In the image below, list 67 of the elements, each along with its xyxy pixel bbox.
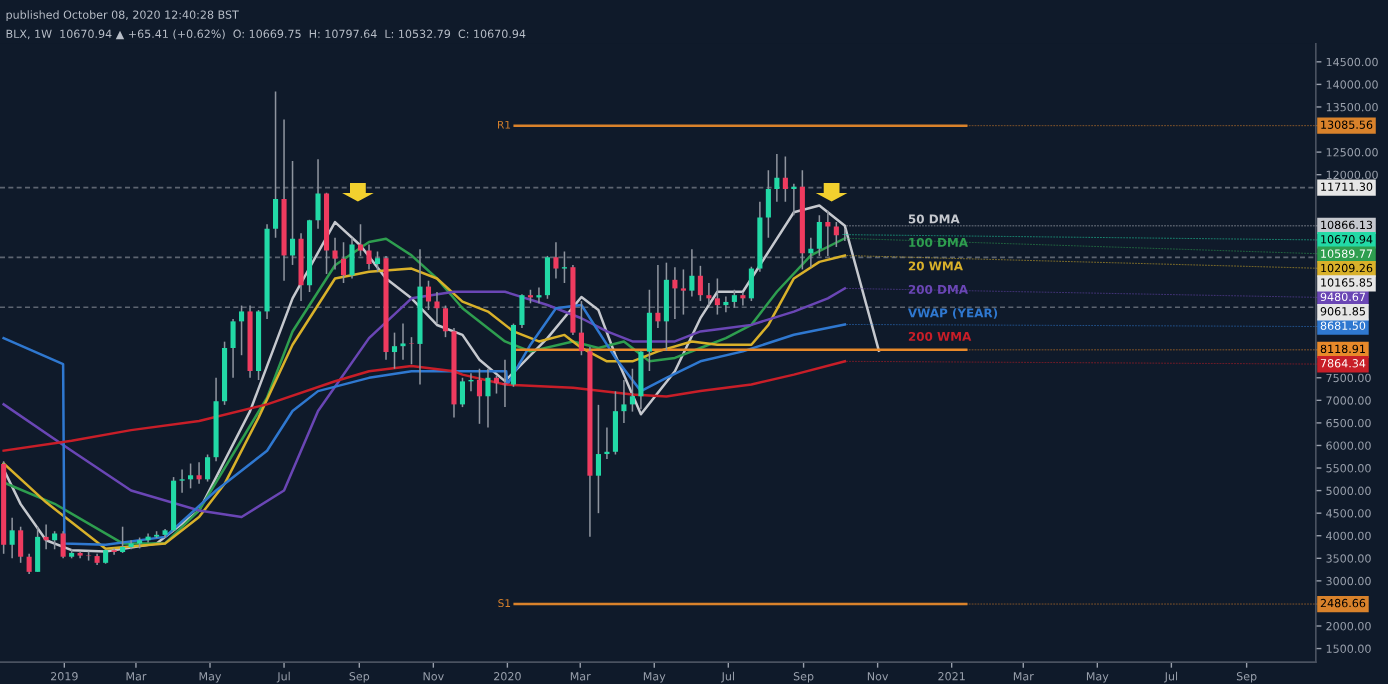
line-series xyxy=(2,204,881,553)
candlestick xyxy=(476,367,483,425)
candlestick xyxy=(536,286,542,305)
candlestick xyxy=(434,291,440,325)
candlestick xyxy=(52,530,58,551)
candlestick xyxy=(425,279,432,311)
candlestick xyxy=(188,462,194,490)
candlestick xyxy=(205,453,211,483)
candlestick xyxy=(35,525,41,573)
candlestick xyxy=(774,153,780,203)
candlestick xyxy=(689,248,695,298)
candlestick xyxy=(544,255,550,300)
candlestick xyxy=(621,379,627,424)
candlestick xyxy=(442,304,449,338)
candlestick xyxy=(833,221,839,248)
line-series xyxy=(2,303,847,547)
candlestick xyxy=(18,525,24,564)
candlestick xyxy=(731,288,737,309)
candlestick xyxy=(672,266,678,320)
candlestick xyxy=(748,265,754,302)
candlestick xyxy=(298,232,304,302)
candlestick xyxy=(782,155,788,203)
candlestick xyxy=(340,241,347,284)
candlestick xyxy=(842,228,848,242)
candlestick xyxy=(239,304,245,356)
candlestick xyxy=(706,282,712,307)
candlestick xyxy=(714,277,720,316)
candlestick xyxy=(561,250,567,284)
candlestick xyxy=(459,377,466,408)
line-series xyxy=(2,360,847,452)
candlestick xyxy=(9,516,15,560)
candlestick xyxy=(289,160,296,266)
candlestick xyxy=(680,268,686,316)
candlestick xyxy=(485,367,491,429)
candlestick xyxy=(765,169,771,239)
candlestick xyxy=(740,291,746,307)
candlestick xyxy=(519,293,525,329)
candlestick xyxy=(26,553,32,575)
candlestick xyxy=(663,261,669,352)
candlestick xyxy=(366,243,372,271)
candlestick xyxy=(349,237,355,280)
candlestick xyxy=(179,468,185,494)
candlestick xyxy=(595,404,601,514)
candlestick xyxy=(553,241,559,280)
candlestick xyxy=(391,331,398,370)
candlestick xyxy=(646,288,652,372)
candlestick xyxy=(612,390,618,456)
candlestick xyxy=(196,461,202,485)
candlestick xyxy=(408,336,415,365)
candlestick xyxy=(502,358,508,408)
candlestick xyxy=(723,295,729,314)
candlestick xyxy=(315,158,321,230)
candlestick xyxy=(638,349,644,411)
candlestick xyxy=(332,237,338,271)
candlestick xyxy=(825,210,831,257)
candlestick xyxy=(60,530,66,560)
candlestick xyxy=(230,318,236,379)
candlestick xyxy=(655,264,661,329)
candlestick xyxy=(374,250,381,273)
candlestick xyxy=(120,525,126,554)
candlestick xyxy=(400,322,406,361)
candlestick xyxy=(273,90,279,239)
line-series xyxy=(2,287,847,519)
candlestick xyxy=(629,367,635,413)
candlestick xyxy=(578,300,584,356)
candlestick xyxy=(816,214,822,257)
candlestick xyxy=(697,265,703,302)
